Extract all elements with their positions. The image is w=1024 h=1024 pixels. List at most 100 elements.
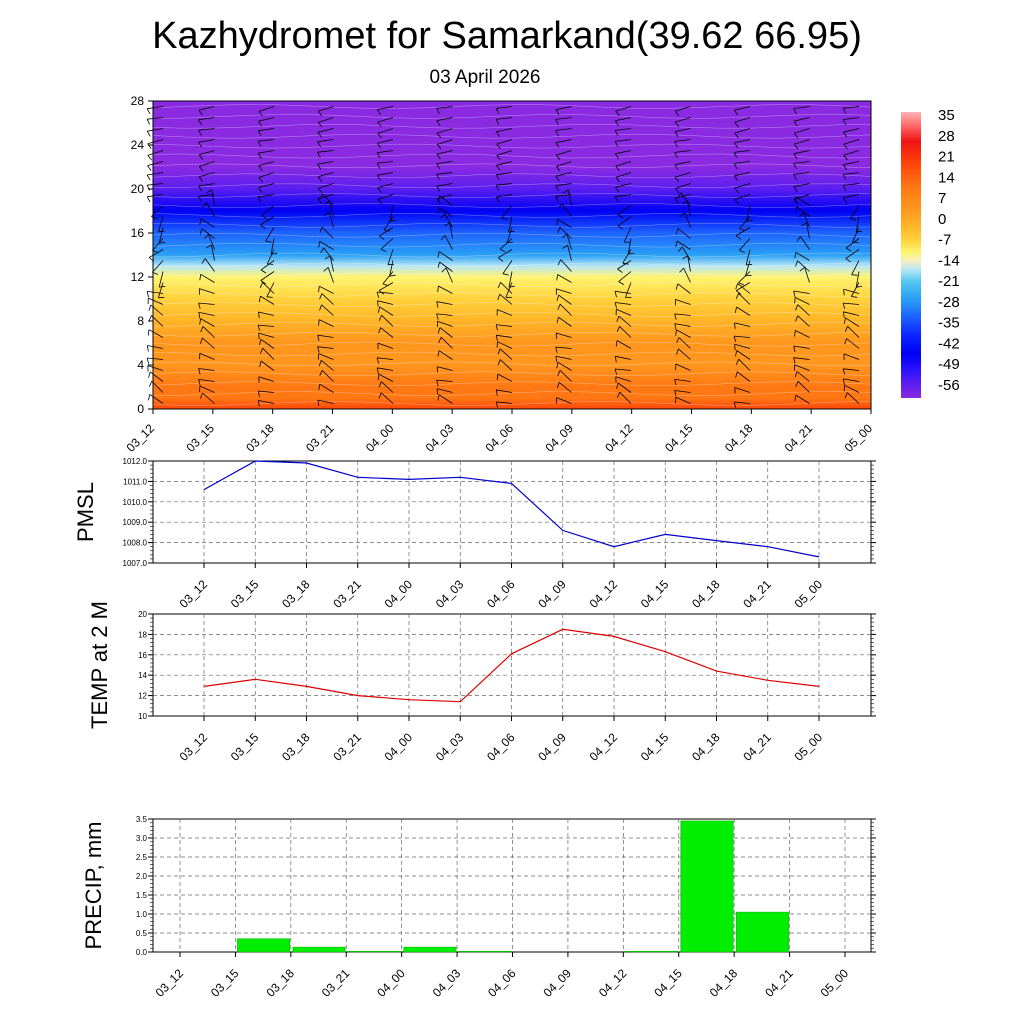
wind-barb-feather xyxy=(735,283,738,290)
wind-barb-feather xyxy=(317,131,322,138)
temp-line xyxy=(203,628,820,703)
wind-barb-feather xyxy=(146,291,149,298)
wind-barb-feather xyxy=(795,260,798,267)
wind-barb-feather xyxy=(146,185,151,191)
wind-barb xyxy=(201,228,215,239)
wind-barb xyxy=(260,260,275,271)
wind-barb-feather xyxy=(497,282,501,289)
wind-barb xyxy=(147,183,164,186)
x-tick-label: 04_15 xyxy=(662,421,696,455)
wind-barb xyxy=(199,352,215,360)
wind-barb-feather xyxy=(436,379,439,387)
wind-barb xyxy=(555,194,572,197)
wind-barb xyxy=(439,261,453,272)
wind-barb-feather xyxy=(497,359,501,366)
wind-barb xyxy=(258,332,275,338)
wind-barb-feather xyxy=(674,176,680,183)
wind-barb-feather xyxy=(615,165,620,172)
wind-barb-feather xyxy=(436,108,440,114)
wind-barb-feather xyxy=(843,131,848,138)
wind-barb xyxy=(734,194,751,200)
wind-barb xyxy=(328,211,334,228)
wind-barb-feather xyxy=(851,274,858,276)
wind-barb-feather xyxy=(198,302,201,309)
colorbar-label: -49 xyxy=(938,356,960,373)
wind-barb xyxy=(258,150,275,154)
wind-barb-feather xyxy=(206,244,212,249)
wind-barb xyxy=(496,389,513,393)
wind-barb xyxy=(674,128,691,133)
wind-barb xyxy=(681,246,691,261)
contour-line xyxy=(152,331,872,337)
wind-barb xyxy=(147,139,164,145)
wind-barb-feather xyxy=(555,332,558,340)
wind-barb-feather xyxy=(675,228,679,235)
colorbar-label: -28 xyxy=(938,294,960,311)
x-tick-label: 04_06 xyxy=(483,421,517,455)
wind-barb-feather xyxy=(622,262,629,265)
wind-barb-feather xyxy=(199,318,201,325)
x-tick-label: 03_18 xyxy=(263,966,297,1000)
wind-barb-feather xyxy=(555,130,559,136)
wind-barb xyxy=(147,161,164,166)
wind-barb-feather xyxy=(614,130,619,136)
contour-line xyxy=(152,272,872,278)
wind-barb xyxy=(200,218,215,228)
wind-barb-feather xyxy=(674,379,677,386)
wind-barb xyxy=(557,361,572,371)
wind-barb-feather xyxy=(856,285,863,288)
wind-barb xyxy=(617,382,632,393)
wind-barb xyxy=(843,302,860,305)
x-tick-label: 03_12 xyxy=(177,730,211,764)
wind-barb xyxy=(381,314,394,327)
wind-barb xyxy=(625,282,632,298)
wind-barb xyxy=(796,371,810,382)
wind-barb xyxy=(377,194,394,200)
wind-barb xyxy=(558,294,572,305)
wind-barb xyxy=(499,348,513,360)
wind-barb-feather xyxy=(733,142,738,149)
wind-barb xyxy=(158,271,164,288)
wind-barb-feather xyxy=(495,324,498,331)
wind-barb xyxy=(152,238,164,251)
colorbar-label: 0 xyxy=(938,211,946,228)
y-tick-label: 16 xyxy=(131,226,145,240)
wind-barb xyxy=(258,311,275,316)
wind-barb xyxy=(202,392,215,404)
wind-barb-feather xyxy=(674,131,679,138)
x-tick-label: 04_00 xyxy=(382,730,416,764)
x-tick-label: 04_06 xyxy=(484,577,518,611)
contour-line xyxy=(152,143,872,149)
contour-line xyxy=(152,173,872,179)
wind-barb xyxy=(147,345,164,349)
wind-barb xyxy=(436,150,453,155)
wind-barb xyxy=(844,384,860,393)
wind-barb-feather xyxy=(497,294,501,301)
wind-barb xyxy=(379,306,394,316)
wind-barb-feather xyxy=(682,200,688,205)
wind-barb-feather xyxy=(614,302,617,309)
precip-panel: 0.0 0.5 1.0 1.5 2.0 2.5 3.0 3.5 03_12 03_15 03_18 0… xyxy=(81,815,876,1000)
wind-barb-feather xyxy=(495,119,500,125)
wind-barb-feather xyxy=(376,152,381,159)
wind-barb-feather xyxy=(555,356,558,363)
contour-line xyxy=(152,361,872,367)
wind-barb-feather xyxy=(844,338,847,345)
wind-barb-feather xyxy=(444,222,450,227)
wind-barb xyxy=(617,216,632,227)
wind-barb-feather xyxy=(843,311,845,318)
colorbar-label: -7 xyxy=(938,232,951,249)
wind-barb-feather xyxy=(318,241,321,248)
x-tick-label: 04_12 xyxy=(602,421,636,455)
wind-barb xyxy=(258,400,275,404)
contour-line xyxy=(152,322,872,327)
wind-barb xyxy=(843,311,860,316)
wind-barb xyxy=(737,283,751,294)
wind-barb-feather xyxy=(738,282,745,286)
wind-barb-feather xyxy=(440,213,446,219)
wind-barb-feather xyxy=(795,304,799,311)
wind-barb xyxy=(318,106,334,112)
wind-barb xyxy=(211,189,215,206)
wind-barb-feather xyxy=(682,255,688,260)
wind-barb xyxy=(377,172,394,176)
